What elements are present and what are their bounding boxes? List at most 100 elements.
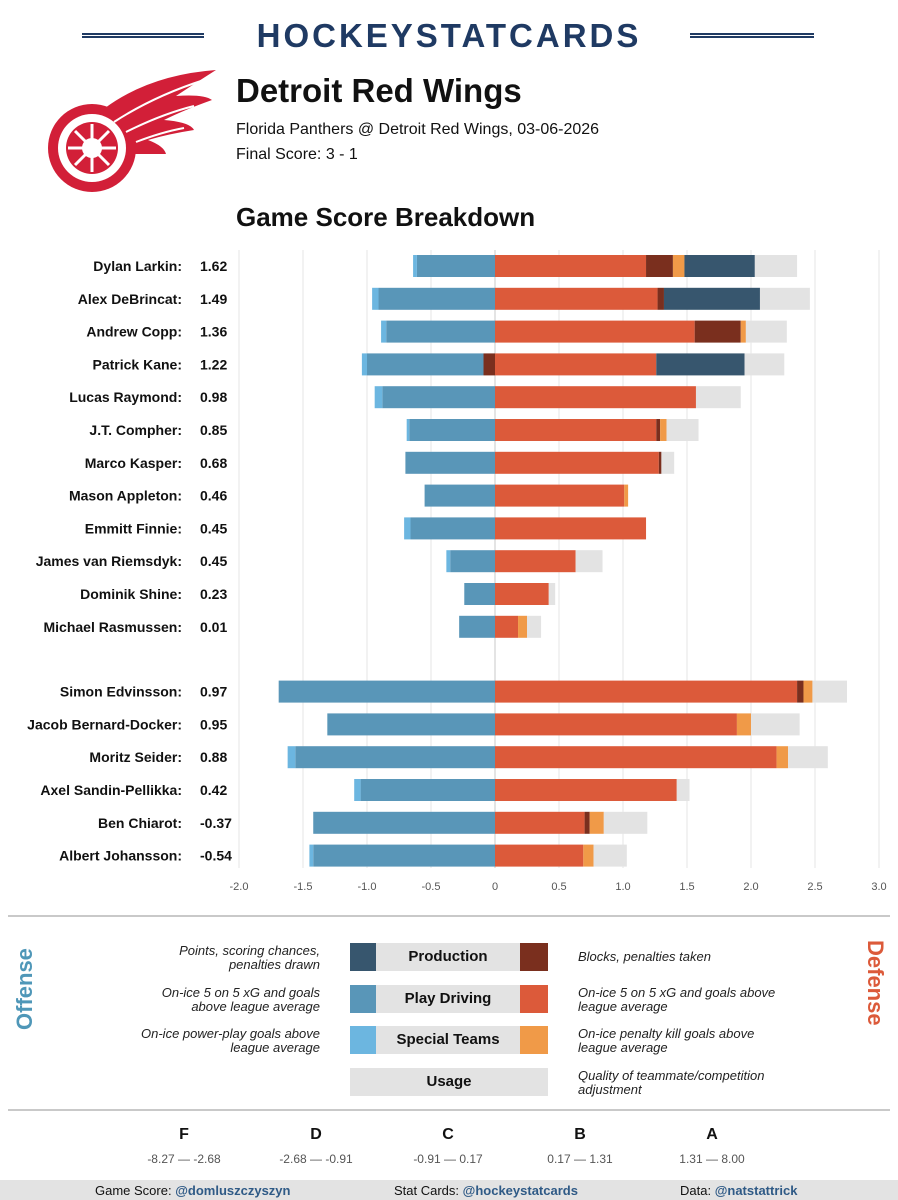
- grade-a: A 1.31 — 8.00: [652, 1126, 772, 1166]
- legend-production-defense-swatch: [520, 943, 548, 971]
- player-score-label: -0.54: [200, 848, 232, 864]
- player-score-label: 1.49: [200, 291, 227, 307]
- bar-def-special-teams: [583, 844, 594, 867]
- bar-usage: [759, 287, 810, 310]
- player-score-label: 0.97: [200, 684, 227, 700]
- footer-data-handle[interactable]: @natstattrick: [714, 1183, 798, 1198]
- player-name-label: James van Riemsdyk:: [36, 553, 182, 569]
- bar-def-special-teams: [736, 713, 751, 736]
- bar-off-play-driving: [313, 811, 495, 834]
- bar-def-special-teams: [803, 680, 813, 703]
- grade-c: C -0.91 — 0.17: [388, 1126, 508, 1166]
- bar-def-play-driving: [495, 550, 576, 573]
- section-title: Game Score Breakdown: [236, 202, 536, 232]
- x-tick-label: 2.0: [743, 881, 758, 893]
- player-name-label: Albert Johansson:: [59, 848, 182, 864]
- bar-def-production: [797, 680, 804, 703]
- player-name-label: Ben Chiarot:: [98, 815, 182, 831]
- brand-line-right: [690, 33, 814, 38]
- bar-usage: [788, 746, 828, 769]
- player-name-label: J.T. Compher:: [89, 422, 182, 438]
- player-score-label: 0.88: [200, 749, 227, 765]
- legend-production-offense-text: Points, scoring chances, penalties drawn: [179, 943, 320, 972]
- bar-def-production: [657, 287, 664, 310]
- grade-range: -8.27 — -2.68: [147, 1152, 221, 1166]
- grade-range: 0.17 — 1.31: [547, 1152, 613, 1166]
- bar-def-play-driving: [495, 451, 659, 474]
- grade-letter: D: [310, 1126, 322, 1143]
- game-score-chart: -2.0 -1.5 -1.0 -0.5 0 0.5 1.0 1.5 2.0 2.5 3.0 Dylan…: [27, 250, 887, 893]
- bar-off-play-driving: [424, 484, 495, 507]
- bar-off-play-driving: [378, 287, 495, 310]
- bar-off-special-teams: [381, 320, 387, 343]
- bar-usage: [593, 844, 627, 867]
- footer-stat-cards-handle[interactable]: @hockeystatcards: [462, 1183, 578, 1198]
- grade-range: 1.31 — 8.00: [679, 1152, 745, 1166]
- bar-off-play-driving: [382, 386, 495, 409]
- x-tick-label: -2.0: [230, 881, 249, 893]
- bar-def-play-driving: [495, 844, 584, 867]
- footer-game-score-label: Game Score:: [95, 1183, 172, 1198]
- defense-label: Defense: [863, 940, 888, 1026]
- bar-off-play-driving: [459, 615, 495, 638]
- legend-play-driving-defense-text: On-ice 5 on 5 xG and goals above league …: [578, 985, 776, 1014]
- footer-data-label: Data:: [680, 1183, 712, 1198]
- grade-letter: C: [442, 1126, 454, 1143]
- matchup: Florida Panthers @ Detroit Red Wings, 03…: [236, 121, 600, 138]
- bar-off-production: [656, 353, 745, 376]
- bar-usage: [527, 615, 542, 638]
- legend-play-driving-offense-swatch: [350, 985, 378, 1013]
- x-tick-label: 2.5: [807, 881, 822, 893]
- x-tick-label: 0.5: [551, 881, 566, 893]
- player-name-label: Alex DeBrincat:: [78, 291, 182, 307]
- legend-special-teams-offense-swatch: [350, 1026, 378, 1054]
- bar-def-play-driving: [495, 484, 625, 507]
- footer: Game Score: @domluszczyszyn Stat Cards: …: [0, 1180, 898, 1200]
- bar-usage: [676, 779, 690, 801]
- grade-b: B 0.17 — 1.31: [520, 1126, 640, 1166]
- x-tick-label: 1.5: [679, 881, 694, 893]
- bar-def-production: [646, 255, 673, 277]
- bar-def-play-driving: [495, 517, 647, 540]
- bar-off-play-driving: [386, 320, 495, 343]
- legend-special-teams-defense-swatch: [520, 1026, 548, 1054]
- player-score-label: 0.45: [200, 520, 227, 536]
- bar-usage: [751, 713, 800, 736]
- legend-play-driving-offense-text: On-ice 5 on 5 xG and goals above league …: [161, 985, 320, 1014]
- bar-def-play-driving: [495, 320, 695, 343]
- bar-def-play-driving: [495, 746, 777, 769]
- footer-game-score-handle[interactable]: @domluszczyszyn: [175, 1183, 291, 1198]
- bar-off-play-driving: [450, 550, 495, 573]
- bar-off-special-teams: [309, 844, 314, 867]
- bar-usage: [666, 419, 699, 441]
- bar-off-special-teams: [287, 746, 296, 769]
- grade-f: F -8.27 — -2.68: [124, 1126, 244, 1166]
- bar-def-play-driving: [495, 713, 737, 736]
- player-name-label: Axel Sandin-Pellikka:: [40, 782, 182, 798]
- legend-production-label: Production: [376, 943, 520, 971]
- grade-letter: A: [706, 1126, 718, 1143]
- grade-range: -0.91 — 0.17: [413, 1152, 483, 1166]
- bar-off-play-driving: [416, 255, 495, 277]
- x-tick-label: 0: [492, 881, 498, 893]
- bar-off-play-driving: [327, 713, 495, 736]
- x-tick-label: 3.0: [871, 881, 886, 893]
- player-score-label: 0.68: [200, 455, 227, 471]
- bar-def-play-driving: [495, 287, 658, 310]
- bar-def-special-teams: [740, 320, 746, 343]
- bar-off-production: [684, 255, 755, 277]
- team-logo-icon: [48, 70, 216, 192]
- bar-off-play-driving: [360, 779, 495, 801]
- footer-data: Data: @natstattrick: [680, 1183, 797, 1198]
- brand-title: HOCKEYSTATCARDS: [256, 17, 642, 54]
- bar-usage: [695, 386, 741, 409]
- player-name-label: Lucas Raymond:: [69, 389, 182, 405]
- bar-off-play-driving: [295, 746, 495, 769]
- bar-usage: [575, 550, 603, 573]
- player-score-label: 0.46: [200, 488, 227, 504]
- legend-usage-label: Usage: [350, 1068, 548, 1096]
- legend-play-driving-label: Play Driving: [376, 985, 520, 1013]
- divider-bottom: [8, 1109, 890, 1111]
- footer-game-score: Game Score: @domluszczyszyn: [95, 1183, 290, 1198]
- player-score-label: 1.22: [200, 356, 227, 372]
